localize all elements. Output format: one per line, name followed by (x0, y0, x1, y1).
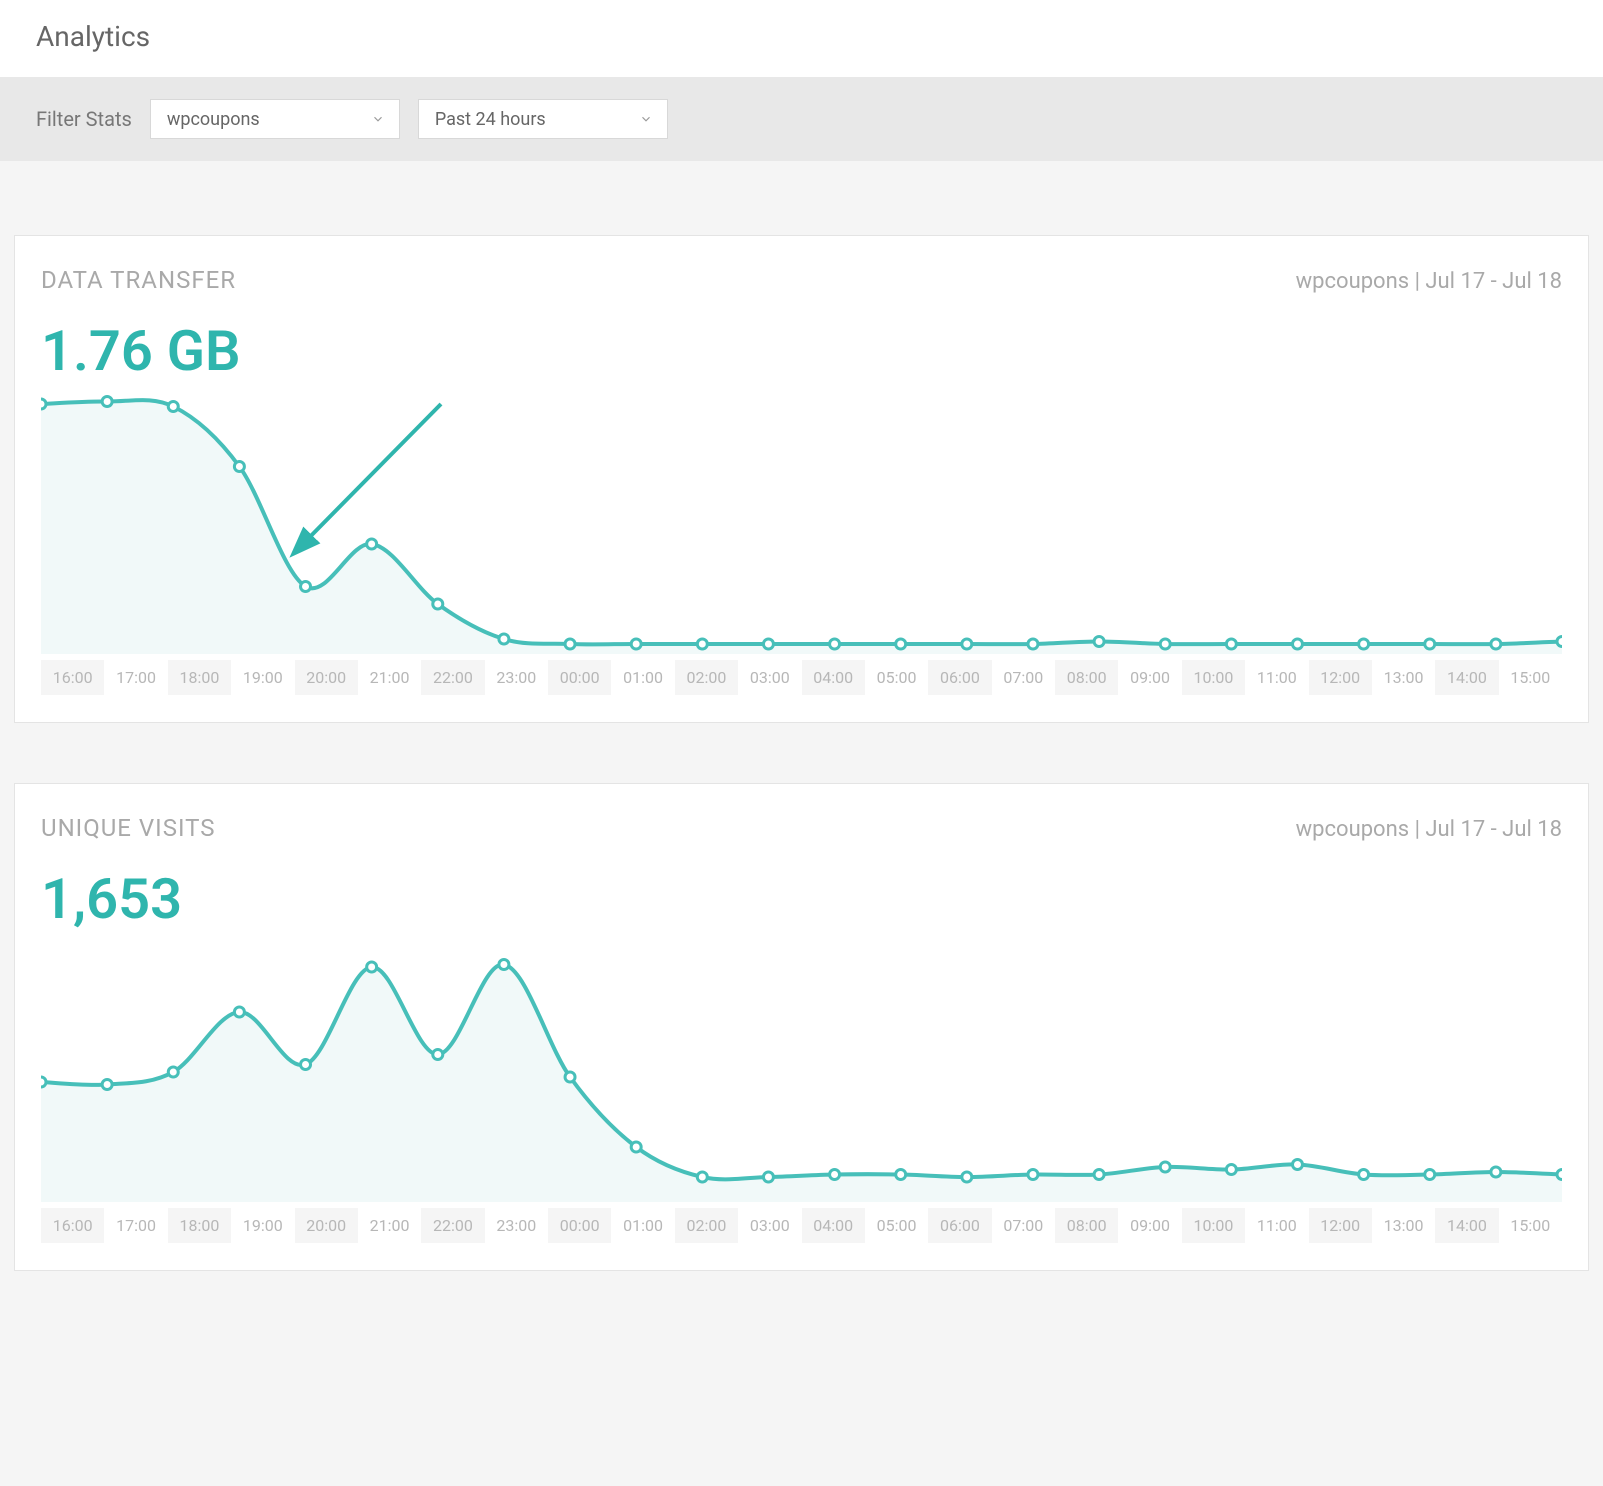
x-tick: 17:00 (104, 1208, 167, 1243)
x-tick: 19:00 (231, 1208, 294, 1243)
x-tick: 11:00 (1245, 660, 1308, 695)
card-meta: wpcoupons | Jul 17 - Jul 18 (1296, 269, 1562, 294)
x-tick: 14:00 (1435, 1208, 1498, 1243)
chevron-down-icon (371, 112, 385, 126)
page-header: Analytics (0, 0, 1603, 77)
x-tick: 03:00 (738, 660, 801, 695)
page-title: Analytics (36, 20, 1567, 53)
x-tick: 19:00 (231, 660, 294, 695)
x-tick: 15:00 (1499, 660, 1562, 695)
card-header: UNIQUE VISITS wpcoupons | Jul 17 - Jul 1… (41, 814, 1562, 842)
x-tick: 07:00 (992, 660, 1055, 695)
x-tick: 00:00 (548, 660, 611, 695)
site-select[interactable]: wpcoupons (150, 99, 400, 139)
card-header: DATA TRANSFER wpcoupons | Jul 17 - Jul 1… (41, 266, 1562, 294)
x-tick: 10:00 (1182, 1208, 1245, 1243)
chart-data-transfer: 16:0017:0018:0019:0020:0021:0022:0023:00… (41, 394, 1562, 704)
x-tick: 17:00 (104, 660, 167, 695)
x-tick: 03:00 (738, 1208, 801, 1243)
x-tick: 16:00 (41, 660, 104, 695)
x-tick: 13:00 (1372, 1208, 1435, 1243)
x-tick: 13:00 (1372, 660, 1435, 695)
x-tick: 08:00 (1055, 1208, 1118, 1243)
x-tick: 14:00 (1435, 660, 1498, 695)
x-tick: 08:00 (1055, 660, 1118, 695)
x-tick: 21:00 (358, 1208, 421, 1243)
x-tick: 04:00 (802, 1208, 865, 1243)
card-unique-visits: UNIQUE VISITS wpcoupons | Jul 17 - Jul 1… (14, 783, 1589, 1271)
card-value: 1.76 GB (41, 318, 1562, 384)
x-tick: 06:00 (928, 1208, 991, 1243)
range-select-value: Past 24 hours (435, 109, 546, 130)
x-tick: 10:00 (1182, 660, 1245, 695)
range-select[interactable]: Past 24 hours (418, 99, 668, 139)
x-tick: 05:00 (865, 660, 928, 695)
x-tick: 00:00 (548, 1208, 611, 1243)
chart-svg (41, 394, 1562, 654)
filter-bar: Filter Stats wpcoupons Past 24 hours (0, 77, 1603, 161)
x-tick: 01:00 (611, 1208, 674, 1243)
x-tick: 09:00 (1118, 1208, 1181, 1243)
x-tick: 02:00 (675, 1208, 738, 1243)
x-tick: 20:00 (295, 660, 358, 695)
chart-unique-visits: 16:0017:0018:0019:0020:0021:0022:0023:00… (41, 942, 1562, 1252)
x-tick: 21:00 (358, 660, 421, 695)
x-tick: 12:00 (1309, 660, 1372, 695)
card-meta: wpcoupons | Jul 17 - Jul 18 (1296, 817, 1562, 842)
x-tick: 20:00 (295, 1208, 358, 1243)
x-tick: 16:00 (41, 1208, 104, 1243)
x-tick: 18:00 (168, 660, 231, 695)
x-tick: 23:00 (485, 660, 548, 695)
chevron-down-icon (639, 112, 653, 126)
site-select-value: wpcoupons (167, 109, 260, 130)
x-tick: 18:00 (168, 1208, 231, 1243)
chart-svg (41, 942, 1562, 1202)
cards-container: DATA TRANSFER wpcoupons | Jul 17 - Jul 1… (0, 161, 1603, 1285)
filter-label: Filter Stats (36, 107, 132, 131)
card-data-transfer: DATA TRANSFER wpcoupons | Jul 17 - Jul 1… (14, 235, 1589, 723)
x-axis: 16:0017:0018:0019:0020:0021:0022:0023:00… (41, 660, 1562, 695)
x-tick: 12:00 (1309, 1208, 1372, 1243)
x-tick: 07:00 (992, 1208, 1055, 1243)
x-tick: 22:00 (421, 1208, 484, 1243)
card-title: DATA TRANSFER (41, 266, 236, 294)
x-tick: 15:00 (1499, 1208, 1562, 1243)
x-tick: 06:00 (928, 660, 991, 695)
x-tick: 05:00 (865, 1208, 928, 1243)
x-tick: 23:00 (485, 1208, 548, 1243)
x-tick: 04:00 (802, 660, 865, 695)
card-value: 1,653 (41, 866, 1562, 932)
x-tick: 22:00 (421, 660, 484, 695)
x-tick: 02:00 (675, 660, 738, 695)
x-tick: 01:00 (611, 660, 674, 695)
x-axis: 16:0017:0018:0019:0020:0021:0022:0023:00… (41, 1208, 1562, 1243)
card-title: UNIQUE VISITS (41, 814, 216, 842)
x-tick: 11:00 (1245, 1208, 1308, 1243)
x-tick: 09:00 (1118, 660, 1181, 695)
